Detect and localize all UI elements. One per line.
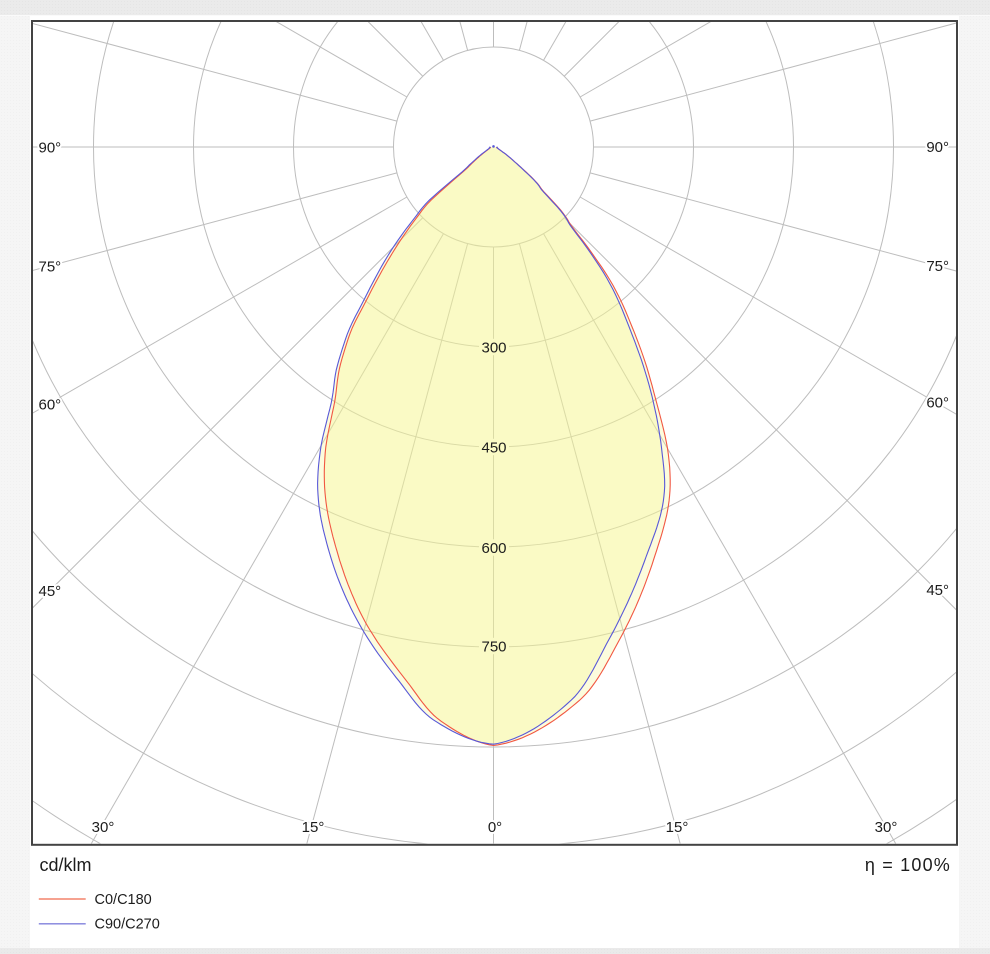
svg-text:75°: 75° <box>926 258 949 275</box>
svg-text:15°: 15° <box>666 819 689 836</box>
svg-text:600: 600 <box>481 540 506 557</box>
svg-text:C0/C180: C0/C180 <box>95 892 152 908</box>
svg-text:450: 450 <box>481 439 506 456</box>
svg-text:0°: 0° <box>488 819 502 836</box>
svg-text:cd/klm: cd/klm <box>40 855 92 875</box>
svg-text:45°: 45° <box>926 582 949 599</box>
svg-text:300: 300 <box>481 339 506 356</box>
svg-text:90°: 90° <box>926 139 949 156</box>
svg-text:750: 750 <box>481 638 506 655</box>
svg-text:75°: 75° <box>39 258 62 275</box>
svg-text:η = 100%: η = 100% <box>865 855 951 875</box>
svg-text:30°: 30° <box>875 819 898 836</box>
svg-text:C90/C270: C90/C270 <box>95 917 160 933</box>
svg-text:60°: 60° <box>39 396 62 413</box>
svg-text:60°: 60° <box>926 395 949 412</box>
svg-text:90°: 90° <box>39 139 62 156</box>
svg-text:30°: 30° <box>92 819 115 836</box>
svg-text:45°: 45° <box>39 583 62 600</box>
svg-text:15°: 15° <box>302 819 325 836</box>
